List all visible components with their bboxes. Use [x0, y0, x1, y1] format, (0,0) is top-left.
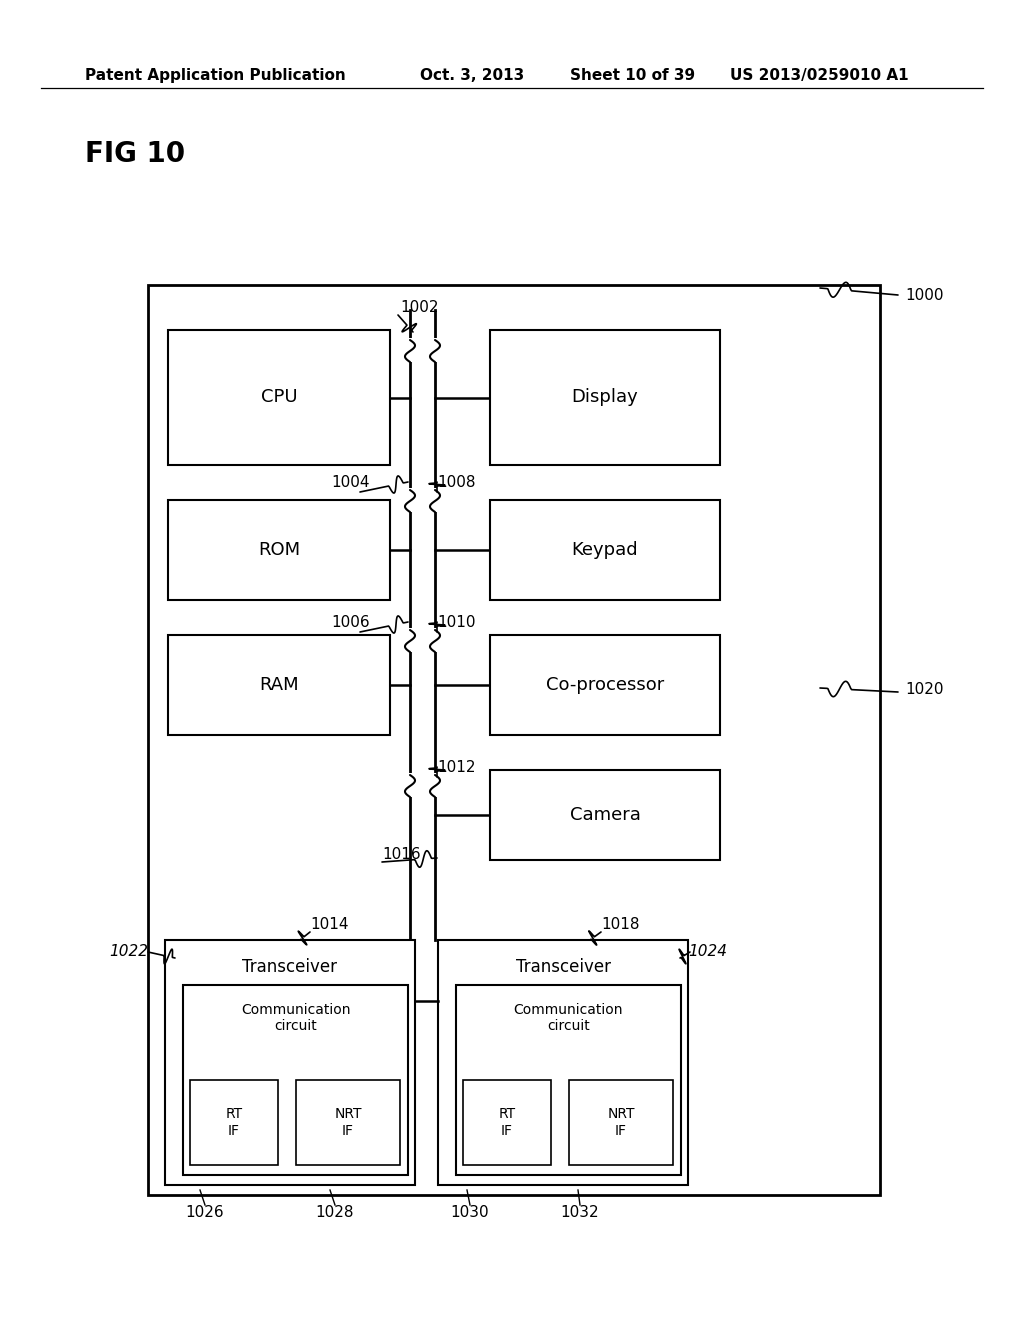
Bar [165, 940, 415, 1185]
Text: Communication
circuit: Communication circuit [241, 1003, 350, 1034]
Text: 1014: 1014 [310, 917, 348, 932]
Bar [190, 1080, 278, 1166]
Bar [402, 774, 418, 797]
Text: US 2013/0259010 A1: US 2013/0259010 A1 [730, 69, 908, 83]
Bar [402, 628, 418, 652]
Bar [296, 1080, 400, 1166]
Text: Communication
circuit: Communication circuit [514, 1003, 624, 1034]
Text: 1016: 1016 [382, 847, 421, 862]
Bar [168, 635, 390, 735]
Bar [402, 338, 418, 362]
Text: 1028: 1028 [315, 1205, 354, 1220]
Bar [168, 330, 390, 465]
Bar [490, 770, 720, 861]
Text: 1006: 1006 [332, 615, 370, 630]
Text: ROM: ROM [258, 541, 300, 558]
Text: 1010: 1010 [437, 615, 475, 630]
Text: 1032: 1032 [561, 1205, 599, 1220]
Text: Patent Application Publication: Patent Application Publication [85, 69, 346, 83]
Text: FIG 10: FIG 10 [85, 140, 185, 168]
Bar [569, 1080, 673, 1166]
Bar [490, 330, 720, 465]
Bar [438, 940, 688, 1185]
Text: RT
IF: RT IF [499, 1107, 515, 1138]
Text: Transceiver: Transceiver [515, 958, 610, 975]
Text: RAM: RAM [259, 676, 299, 694]
Text: RT
IF: RT IF [225, 1107, 243, 1138]
Text: 1024: 1024 [688, 945, 727, 960]
Text: Camera: Camera [569, 807, 640, 824]
Text: NRT
IF: NRT IF [334, 1107, 361, 1138]
Bar [427, 628, 443, 652]
Text: Sheet 10 of 39: Sheet 10 of 39 [570, 69, 695, 83]
Text: Oct. 3, 2013: Oct. 3, 2013 [420, 69, 524, 83]
Bar [427, 774, 443, 797]
Text: CPU: CPU [261, 388, 297, 407]
Text: Transceiver: Transceiver [243, 958, 338, 975]
Bar [427, 488, 443, 512]
Text: 1030: 1030 [451, 1205, 489, 1220]
Text: 1000: 1000 [905, 288, 943, 302]
Text: 1002: 1002 [400, 300, 438, 315]
Text: Keypad: Keypad [571, 541, 638, 558]
Text: NRT
IF: NRT IF [607, 1107, 635, 1138]
Text: 1020: 1020 [905, 682, 943, 697]
Bar [427, 338, 443, 362]
Bar [183, 985, 408, 1175]
Bar [402, 488, 418, 512]
Text: 1018: 1018 [601, 917, 640, 932]
Bar [148, 285, 880, 1195]
Text: 1004: 1004 [332, 475, 370, 490]
Bar [463, 1080, 551, 1166]
Text: 1012: 1012 [437, 760, 475, 775]
Text: 1026: 1026 [185, 1205, 224, 1220]
Text: Co-processor: Co-processor [546, 676, 665, 694]
Text: Display: Display [571, 388, 638, 407]
Bar [490, 635, 720, 735]
Bar [490, 500, 720, 601]
Text: 1008: 1008 [437, 475, 475, 490]
Bar [168, 500, 390, 601]
Bar [456, 985, 681, 1175]
Text: 1022: 1022 [109, 945, 148, 960]
